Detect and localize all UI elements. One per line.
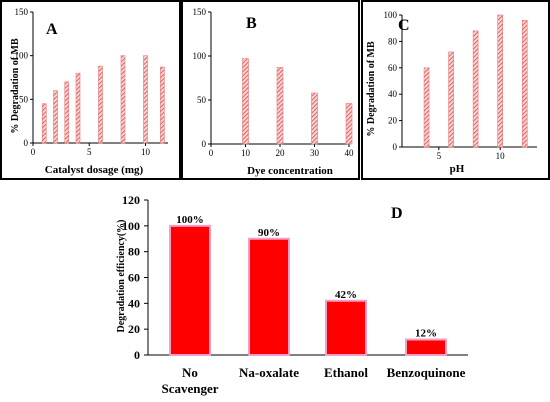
bar (276, 67, 284, 145)
bar (248, 237, 290, 356)
panel-a-x-title: Catalyst dosage (mg) (45, 164, 144, 176)
bar (41, 103, 47, 144)
category-label: No (182, 365, 198, 380)
y-tick-label: 100 (15, 51, 29, 61)
y-tick-label: 100 (193, 51, 207, 61)
x-tick-label: 5 (87, 147, 92, 157)
y-tick-label: 60 (128, 271, 140, 285)
bar (311, 92, 318, 145)
bar (143, 55, 148, 144)
bar (169, 224, 211, 356)
panel-a-label: A (46, 21, 58, 38)
y-tick-label: 50 (197, 95, 207, 105)
panel-c-label: C (398, 17, 410, 34)
x-tick-label: 0 (31, 147, 36, 157)
bar (345, 103, 353, 145)
bar (53, 90, 58, 144)
bar (448, 51, 454, 148)
category-label: Na-oxalate (239, 365, 299, 380)
panel-b-frame (181, 0, 360, 180)
bar (75, 72, 81, 144)
panel-a-frame (0, 0, 181, 180)
y-tick-label: 120 (122, 193, 140, 207)
y-tick-label: 100 (384, 10, 398, 20)
panel-c-frame (361, 0, 550, 180)
bar (242, 58, 249, 145)
x-tick-label: 30 (310, 148, 320, 158)
panel-c-y-title: % Degradation of MB (366, 41, 377, 137)
category-label: Scavenger (161, 381, 218, 396)
category-label: Benzoquinone (387, 365, 466, 380)
y-tick-label: 60 (388, 63, 398, 73)
y-tick-label: 40 (128, 296, 140, 310)
x-tick-label: 10 (241, 148, 251, 158)
bar (160, 66, 165, 144)
data-label: 90% (258, 227, 280, 239)
y-tick-label: 150 (15, 7, 29, 17)
x-tick-label: 20 (276, 148, 286, 158)
y-tick-label: 80 (388, 36, 398, 46)
data-label: 12% (415, 328, 437, 340)
y-tick-label: 20 (388, 116, 398, 126)
panel-b-x-title: Dye concentration (247, 165, 333, 177)
y-tick-label: 0 (393, 142, 398, 152)
y-tick-label: 80 (128, 245, 140, 259)
y-tick-label: 0 (134, 348, 140, 362)
panel-d-label: D (391, 205, 403, 222)
panel-a-y-title: % Degradation of MB (10, 38, 21, 134)
x-tick-label: 40 (345, 148, 355, 158)
bar (521, 19, 528, 148)
y-tick-label: 20 (128, 322, 140, 336)
bar (497, 14, 503, 148)
y-tick-label: 150 (193, 7, 207, 17)
bar (120, 55, 126, 144)
bar (325, 299, 367, 356)
y-tick-label: 40 (388, 89, 398, 99)
panel-b-label: B (246, 15, 257, 32)
panel-c-x-title: pH (450, 163, 465, 175)
x-tick-label: 10 (496, 151, 506, 161)
y-tick-label: 0 (24, 138, 29, 148)
data-label: 42% (335, 289, 357, 301)
x-tick-label: 0 (209, 148, 214, 158)
y-tick-label: 50 (19, 94, 29, 104)
y-tick-label: 100 (122, 219, 140, 233)
x-tick-label: 5 (437, 151, 442, 161)
x-tick-label: 10 (141, 147, 151, 157)
data-label: 100% (176, 214, 204, 226)
panel-d-y-title: Degradation efficiency(%) (116, 219, 127, 332)
bar (472, 30, 479, 148)
bar (423, 67, 430, 148)
bar (405, 338, 447, 356)
y-tick-label: 0 (202, 139, 207, 149)
bar (64, 81, 70, 144)
category-label: Ethanol (324, 365, 368, 380)
bar (98, 65, 103, 144)
